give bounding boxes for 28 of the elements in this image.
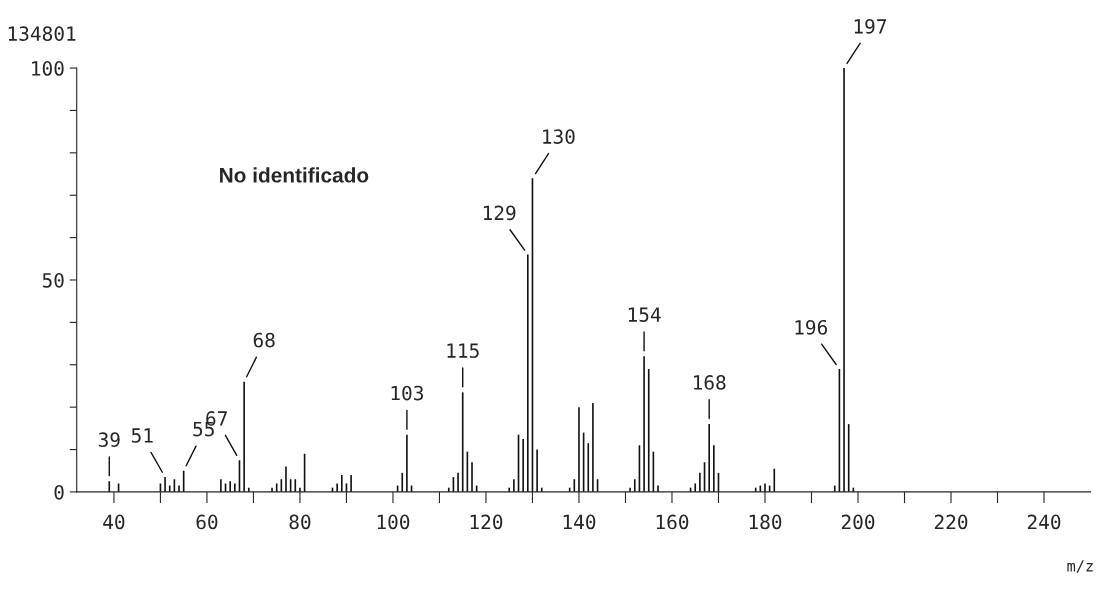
x-tick-label: 60 xyxy=(196,514,218,530)
x-tick-label: 120 xyxy=(470,514,503,530)
x-axis-title: m/z xyxy=(1067,560,1093,573)
x-tick-label: 100 xyxy=(377,514,410,530)
x-tick-label: 200 xyxy=(841,514,875,530)
annotation: 130 xyxy=(543,129,575,144)
annotation: No identificado xyxy=(220,167,369,183)
x-tick-label: 220 xyxy=(934,514,968,530)
x-tick-label: 80 xyxy=(289,514,311,530)
annotation: 196 xyxy=(795,319,828,335)
text: 134801 xyxy=(8,26,76,41)
annotation: 168 xyxy=(693,375,726,390)
x-tick-label: 160 xyxy=(656,514,689,530)
x-tick-label: 240 xyxy=(1027,514,1061,530)
annotation: 39 xyxy=(98,432,120,448)
annotation: 154 xyxy=(628,307,661,322)
annotation: 103 xyxy=(391,385,423,401)
y-tick-label: 0 xyxy=(54,484,64,500)
annotation: 51 xyxy=(131,428,153,443)
annotation: 68 xyxy=(253,332,275,348)
annotation: 129 xyxy=(483,205,516,221)
x-tick-label: 180 xyxy=(749,514,782,530)
x-tick-label: 140 xyxy=(563,514,596,530)
y-tick-label: 100 xyxy=(32,61,64,76)
annotation: 197 xyxy=(854,19,887,34)
annotation: 115 xyxy=(447,343,479,358)
x-tick-label: 40 xyxy=(103,514,125,530)
y-tick-label: 50 xyxy=(42,273,64,288)
